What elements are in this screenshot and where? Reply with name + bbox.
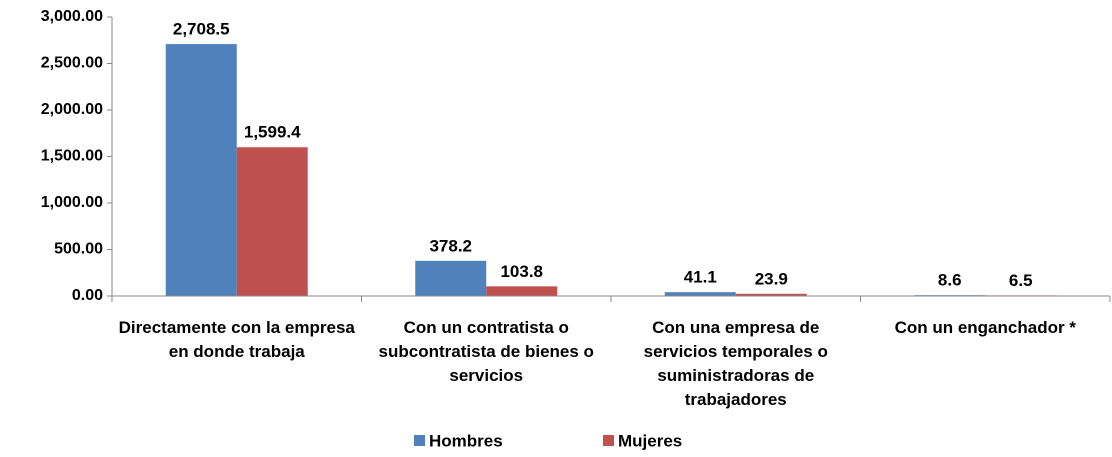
bar (165, 44, 237, 297)
bar (236, 147, 308, 296)
data-label: 6.5 (1009, 271, 1033, 290)
y-tick-label: 2,500.00 (41, 55, 103, 72)
bar (415, 260, 487, 296)
data-label: 2,708.5 (173, 20, 230, 39)
data-label: 1,599.4 (244, 123, 301, 142)
x-tick-label: Directamente con la empresa en donde tra… (118, 318, 355, 361)
legend-label: Hombres (429, 431, 503, 450)
bar (735, 293, 807, 296)
legend-swatch (414, 435, 425, 446)
y-tick-label: 1,000.00 (41, 194, 103, 211)
x-tick-label: Con una empresa de servicios temporales … (643, 318, 828, 409)
y-tick-label: 1,500.00 (41, 148, 103, 165)
x-tick-label: Con un enganchador * (894, 318, 1076, 337)
bar (486, 286, 558, 296)
data-label: 378.2 (429, 236, 472, 255)
data-label: 41.1 (684, 268, 717, 287)
bar (664, 292, 736, 296)
y-tick-label: 500.00 (54, 241, 103, 258)
legend-label: Mujeres (618, 431, 682, 450)
y-tick-label: 0.00 (72, 287, 103, 304)
y-tick-label: 3,000.00 (41, 8, 103, 25)
y-tick-label: 2,000.00 (41, 101, 103, 118)
legend-swatch (603, 435, 614, 446)
data-label: 103.8 (500, 262, 543, 281)
x-tick-label: Con un contratista o subcontratista de b… (378, 318, 594, 385)
data-label: 8.6 (938, 271, 962, 290)
data-label: 23.9 (755, 269, 788, 288)
